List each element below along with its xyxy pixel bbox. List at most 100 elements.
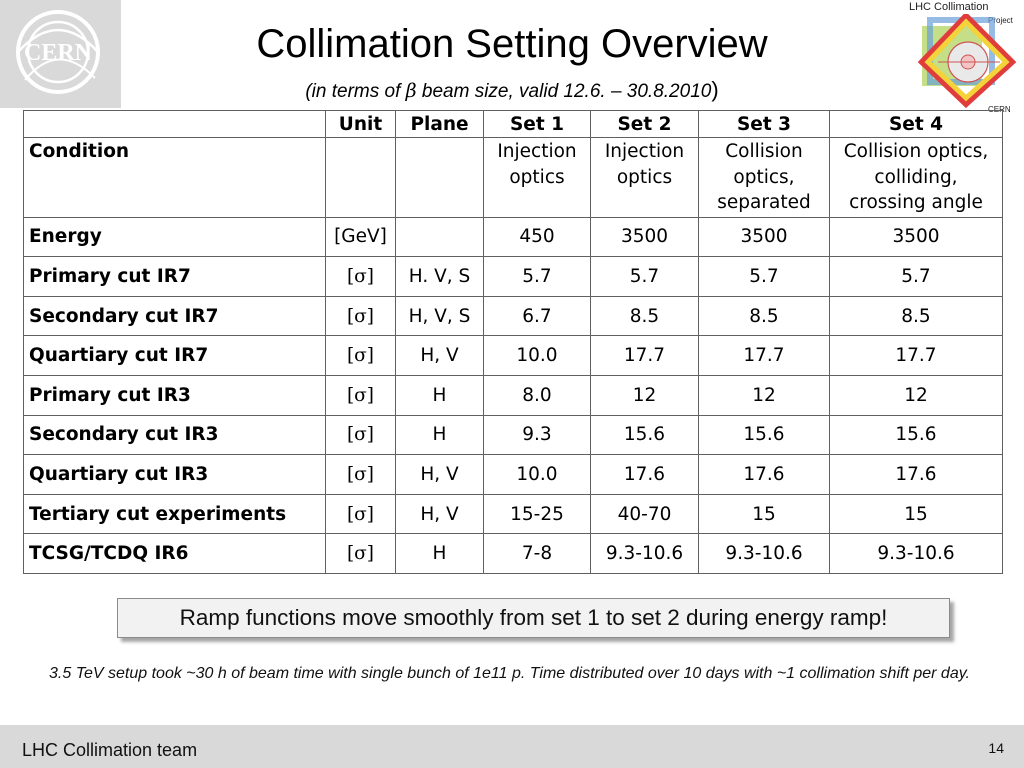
row-set1: 7-8 [483,533,591,574]
row-plane: H, V [395,493,484,535]
row-set2: 17.7 [590,335,699,376]
row-set4: 12 [829,375,1003,416]
table-row: Quartiary cut IR7 [σ] H, V 10.0 17.7 17.… [23,335,1003,376]
subtitle-suffix: beam size, valid 12.6. – 30.8.2010 [421,81,712,102]
row-unit: [σ] [325,533,396,574]
condition-set4-line1: Collision optics, [843,141,989,162]
ramp-callout-box: Ramp functions move smoothly from set 1 … [117,598,950,638]
collimation-settings-table: Unit Plane Set 1 Set 2 Set 3 Set 4 Condi… [23,110,1003,574]
row-set3: 17.6 [698,454,830,495]
row-set3: 12 [698,375,830,416]
subtitle-beta-symbol: β [405,80,417,102]
row-set1: 6.7 [483,295,591,337]
row-unit: [σ] [325,256,396,297]
row-set1: 15-25 [483,493,591,535]
row-plane: H, V, S [395,295,484,337]
table-row: TCSG/TCDQ IR6 [σ] H 7-8 9.3-10.6 9.3-10.… [23,533,1003,574]
row-set2: 17.6 [590,454,699,495]
cern-logo-icon: CERN [16,10,100,94]
row-label: Secondary cut IR7 [23,295,326,337]
condition-set1-line2: optics [509,166,565,188]
row-plane: H [395,414,484,456]
row-set1: 9.3 [483,414,591,456]
row-label: Primary cut IR7 [23,256,326,297]
row-set1: 8.0 [483,375,591,416]
row-set4: 5.7 [829,256,1003,297]
row-set3: 5.7 [698,256,830,297]
table-header-row: Unit Plane Set 1 Set 2 Set 3 Set 4 [23,110,1003,138]
header-cell-label [23,110,326,138]
row-set4: 17.7 [829,335,1003,376]
subtitle-close-paren: ) [711,77,719,102]
condition-set4-line3: crossing angle [849,192,983,213]
row-set3: 15.6 [698,414,830,456]
table-row: Primary cut IR3 [σ] H 8.0 12 12 12 [23,375,1003,416]
condition-set3-line2: optics, [733,166,795,188]
condition-set4: Collision optics, colliding, crossing an… [829,137,1003,218]
row-label: Quartiary cut IR3 [23,454,326,495]
condition-set3: Collision optics, separated [698,137,830,218]
condition-set2-line2: optics [616,166,673,188]
row-unit: [σ] [325,493,396,535]
condition-set4-line2: colliding, [874,166,958,188]
table-row: Secondary cut IR3 [σ] H 9.3 15.6 15.6 15… [23,414,1003,456]
row-label: Energy [23,216,326,258]
row-set3: 3500 [698,216,830,258]
row-set2: 5.7 [590,256,699,297]
condition-set3-line1: Collision [725,141,803,162]
lhc-logo-project: Project [988,16,1013,25]
row-set4: 3500 [829,216,1003,258]
condition-label: Condition [23,137,326,218]
header-cell-set4: Set 4 [829,110,1003,138]
row-set2: 12 [590,375,699,416]
row-plane [395,216,484,258]
lhc-logo-cern: CERN [988,105,1011,114]
row-unit: [σ] [325,335,396,376]
row-set1: 10.0 [483,335,591,376]
subtitle-prefix: (in terms of [305,81,401,102]
row-set1: 450 [483,216,591,258]
page-subtitle: (in terms of β beam size, valid 12.6. – … [180,77,844,103]
page-number: 14 [988,740,1004,756]
row-set1: 5.7 [483,256,591,297]
header-cell-set2: Set 2 [590,110,699,138]
row-unit: [σ] [325,454,396,495]
row-set4: 15.6 [829,414,1003,456]
row-unit: [σ] [325,295,396,337]
row-unit: [GeV] [325,216,396,258]
row-label: Primary cut IR3 [23,375,326,416]
condition-set1-line1: Injection [497,141,577,162]
condition-set3-line3: separated [717,192,811,213]
row-label: Tertiary cut experiments [23,493,326,535]
cern-logo-text: CERN [24,40,93,66]
row-set1: 10.0 [483,454,591,495]
row-set4: 8.5 [829,295,1003,337]
condition-plane [395,137,484,218]
table-row: Secondary cut IR7 [σ] H, V, S 6.7 8.5 8.… [23,295,1003,337]
row-set4: 9.3-10.6 [829,533,1003,574]
table-row: Tertiary cut experiments [σ] H, V 15-25 … [23,493,1003,535]
page-title: Collimation Setting Overview [256,22,768,66]
condition-set1: Injection optics [483,137,591,218]
header-cell-set1: Set 1 [483,110,591,138]
row-set2: 9.3-10.6 [590,533,699,574]
lhc-collimation-logo: LHC Collimation Project CERN [908,0,1024,116]
row-unit: [σ] [325,414,396,456]
row-set3: 9.3-10.6 [698,533,830,574]
row-set2: 8.5 [590,295,699,337]
row-plane: H [395,533,484,574]
row-set4: 15 [829,493,1003,535]
header-cell-set3: Set 3 [698,110,830,138]
lhc-logo-graphic-icon [917,14,1017,108]
setup-note: 3.5 TeV setup took ~30 h of beam time wi… [49,665,970,682]
row-set3: 15 [698,493,830,535]
condition-set2-line1: Injection [604,141,685,162]
row-plane: H. V, S [395,256,484,297]
row-label: Secondary cut IR3 [23,414,326,456]
table-row: Quartiary cut IR3 [σ] H, V 10.0 17.6 17.… [23,454,1003,495]
condition-unit [325,137,396,218]
header-cell-plane: Plane [395,110,484,138]
footer-team-name: LHC Collimation team [22,740,198,760]
cern-logo: CERN [0,0,121,108]
row-set3: 17.7 [698,335,830,376]
